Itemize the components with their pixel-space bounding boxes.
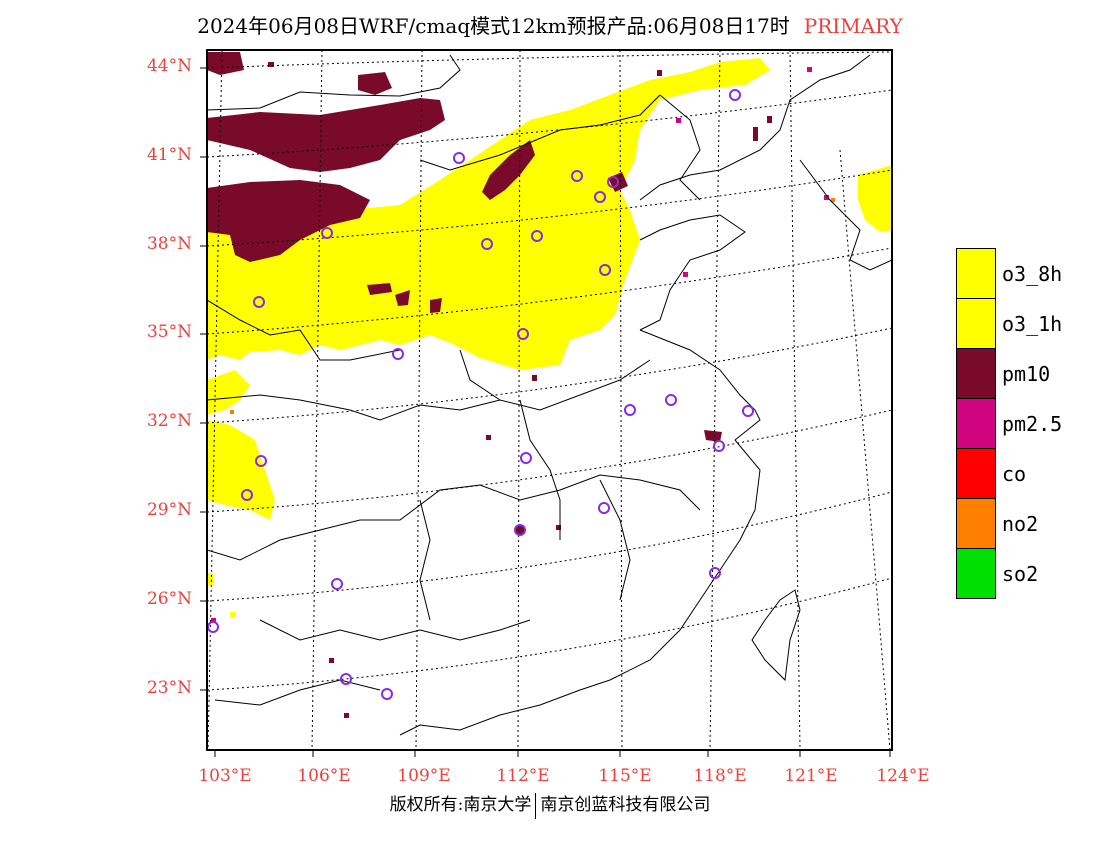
legend-label: o3_8h (1002, 262, 1063, 286)
legend-item-co: co (956, 448, 1096, 499)
title-mode: PRIMARY (803, 14, 903, 38)
lon-label-106: 106°E (297, 766, 351, 786)
legend-label: pm10 (1002, 362, 1051, 386)
legend-item-o3-1h: o3_1h (956, 298, 1096, 349)
lat-label-35: 35°N (146, 322, 192, 342)
lat-label-29: 29°N (146, 500, 192, 520)
legend-item-pm10: pm10 (956, 348, 1096, 399)
lon-label-121: 121°E (784, 766, 838, 786)
legend-item-no2: no2 (956, 498, 1096, 549)
pm25-points (211, 67, 829, 623)
legend-label: pm2.5 (1002, 412, 1063, 436)
boundaries (207, 54, 892, 736)
footer-company: 南京创蓝科技有限公司 (540, 795, 711, 815)
lon-label-103: 103°E (198, 766, 252, 786)
lat-label-38: 38°N (146, 234, 192, 254)
lat-label-41: 41°N (146, 145, 192, 165)
legend-swatch (956, 498, 996, 549)
lat-label-23: 23°N (146, 678, 192, 698)
lon-label-112: 112°E (496, 766, 550, 786)
title-main: 2024年06月08日WRF/cmaq模式12km预报产品:06月08日17时 (197, 14, 790, 38)
no2-points (230, 198, 835, 414)
legend-item-so2: so2 (956, 548, 1096, 599)
chart-title: 2024年06月08日WRF/cmaq模式12km预报产品:06月08日17时 P… (0, 10, 1100, 39)
legend-swatch (956, 248, 996, 299)
legend-item-o3-8h: o3_8h (956, 248, 1096, 299)
legend-label: co (1002, 462, 1027, 486)
graticule (207, 50, 892, 750)
legend-item-pm25: pm2.5 (956, 398, 1096, 449)
legend-swatch (956, 398, 996, 449)
lon-label-109: 109°E (397, 766, 451, 786)
lon-label-115: 115°E (598, 766, 652, 786)
legend-swatch (956, 348, 996, 399)
o3-primary-region (207, 58, 892, 617)
lat-label-44: 44°N (146, 56, 192, 76)
legend-swatch (956, 448, 996, 499)
lat-label-32: 32°N (146, 411, 192, 431)
footer-separator (535, 792, 537, 819)
legend-swatch (956, 548, 996, 599)
lat-label-26: 26°N (146, 589, 192, 609)
footer-copyright: 版权所有:南京大学 (389, 795, 532, 815)
footer: 版权所有:南京大学 南京创蓝科技有限公司 (0, 790, 1100, 819)
legend-label: so2 (1002, 562, 1039, 586)
lon-label-118: 118°E (693, 766, 747, 786)
legend-swatch (956, 298, 996, 349)
axis-ticks (200, 67, 891, 757)
legend: o3_8h o3_1h pm10 pm2.5 co no2 so2 (956, 248, 1096, 599)
monitoring-stations (207, 89, 754, 700)
legend-label: o3_1h (1002, 312, 1063, 336)
legend-label: no2 (1002, 512, 1039, 536)
lon-label-124: 124°E (876, 766, 930, 786)
map-frame (206, 49, 893, 751)
